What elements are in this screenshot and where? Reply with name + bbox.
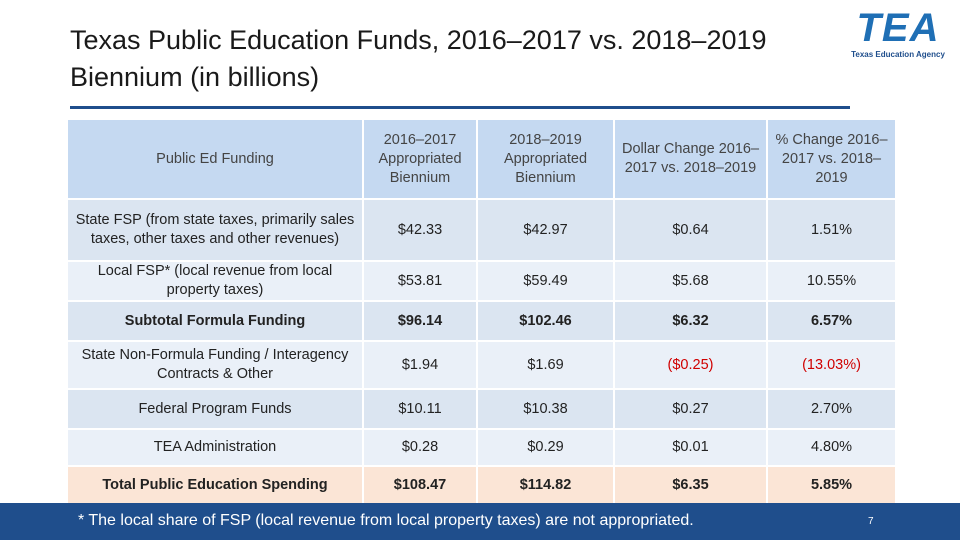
cell-value: $53.81 xyxy=(362,260,478,302)
column-header: % Change 2016–2017 vs. 2018–2019 xyxy=(766,118,897,200)
cell-value: $5.68 xyxy=(613,260,768,302)
cell-value: $10.11 xyxy=(362,388,478,430)
cell-value: 10.55% xyxy=(766,260,897,302)
cell-value: (13.03%) xyxy=(766,340,897,390)
cell-value: 2.70% xyxy=(766,388,897,430)
logo-text: TEA xyxy=(856,6,940,50)
header-row: Public Ed Funding 2016–2017 Appropriated … xyxy=(66,118,897,200)
table-row: Subtotal Formula Funding $96.14 $102.46 $6.… xyxy=(66,300,897,342)
cell-value: $10.38 xyxy=(476,388,615,430)
funding-table: Public Ed Funding 2016–2017 Appropriated … xyxy=(66,118,897,505)
row-label: Subtotal Formula Funding xyxy=(66,300,364,342)
row-label: Total Public Education Spending xyxy=(66,465,364,505)
cell-value: $1.94 xyxy=(362,340,478,390)
cell-value: 5.85% xyxy=(766,465,897,505)
cell-value: $114.82 xyxy=(476,465,615,505)
row-label: State Non-Formula Funding / Interagency … xyxy=(66,340,364,390)
cell-value: $0.29 xyxy=(476,428,615,467)
footnote: * The local share of FSP (local revenue … xyxy=(78,512,694,529)
cell-value: 4.80% xyxy=(766,428,897,467)
table-row: TEA Administration $0.28 $0.29 $0.01 4.80% xyxy=(66,428,897,467)
column-header: 2018–2019 Appropriated Biennium xyxy=(476,118,615,200)
table-row: State FSP (from state taxes, primarily s… xyxy=(66,198,897,262)
cell-value: $42.33 xyxy=(362,198,478,262)
row-label: TEA Administration xyxy=(66,428,364,467)
cell-value: $102.46 xyxy=(476,300,615,342)
cell-value: 6.57% xyxy=(766,300,897,342)
logo-subtitle: Texas Education Agency xyxy=(851,50,945,59)
footer-bar xyxy=(0,503,960,540)
cell-value: $59.49 xyxy=(476,260,615,302)
logo: TEA Texas Education Agency xyxy=(848,6,948,59)
cell-value: $96.14 xyxy=(362,300,478,342)
cell-value: $0.64 xyxy=(613,198,768,262)
cell-value: $0.28 xyxy=(362,428,478,467)
table-row: Total Public Education Spending $108.47 $1… xyxy=(66,465,897,505)
table-row: Local FSP* (local revenue from local pro… xyxy=(66,260,897,302)
table-row: State Non-Formula Funding / Interagency … xyxy=(66,340,897,390)
page-number: 7 xyxy=(868,516,874,527)
row-label: State FSP (from state taxes, primarily s… xyxy=(66,198,364,262)
cell-value: $0.01 xyxy=(613,428,768,467)
title-rule xyxy=(70,106,850,109)
row-label: Federal Program Funds xyxy=(66,388,364,430)
cell-value: $6.35 xyxy=(613,465,768,505)
column-header: Dollar Change 2016–2017 vs. 2018–2019 xyxy=(613,118,768,200)
cell-value: $108.47 xyxy=(362,465,478,505)
cell-value: $6.32 xyxy=(613,300,768,342)
title: Texas Public Education Funds, 2016–2017 … xyxy=(70,25,767,92)
cell-value: $0.27 xyxy=(613,388,768,430)
cell-value: $42.97 xyxy=(476,198,615,262)
cell-value: ($0.25) xyxy=(613,340,768,390)
column-header: 2016–2017 Appropriated Biennium xyxy=(362,118,478,200)
column-header: Public Ed Funding xyxy=(66,118,364,200)
row-label: Local FSP* (local revenue from local pro… xyxy=(66,260,364,302)
table-row: Federal Program Funds $10.11 $10.38 $0.27 2.… xyxy=(66,388,897,430)
cell-value: 1.51% xyxy=(766,198,897,262)
cell-value: $1.69 xyxy=(476,340,615,390)
